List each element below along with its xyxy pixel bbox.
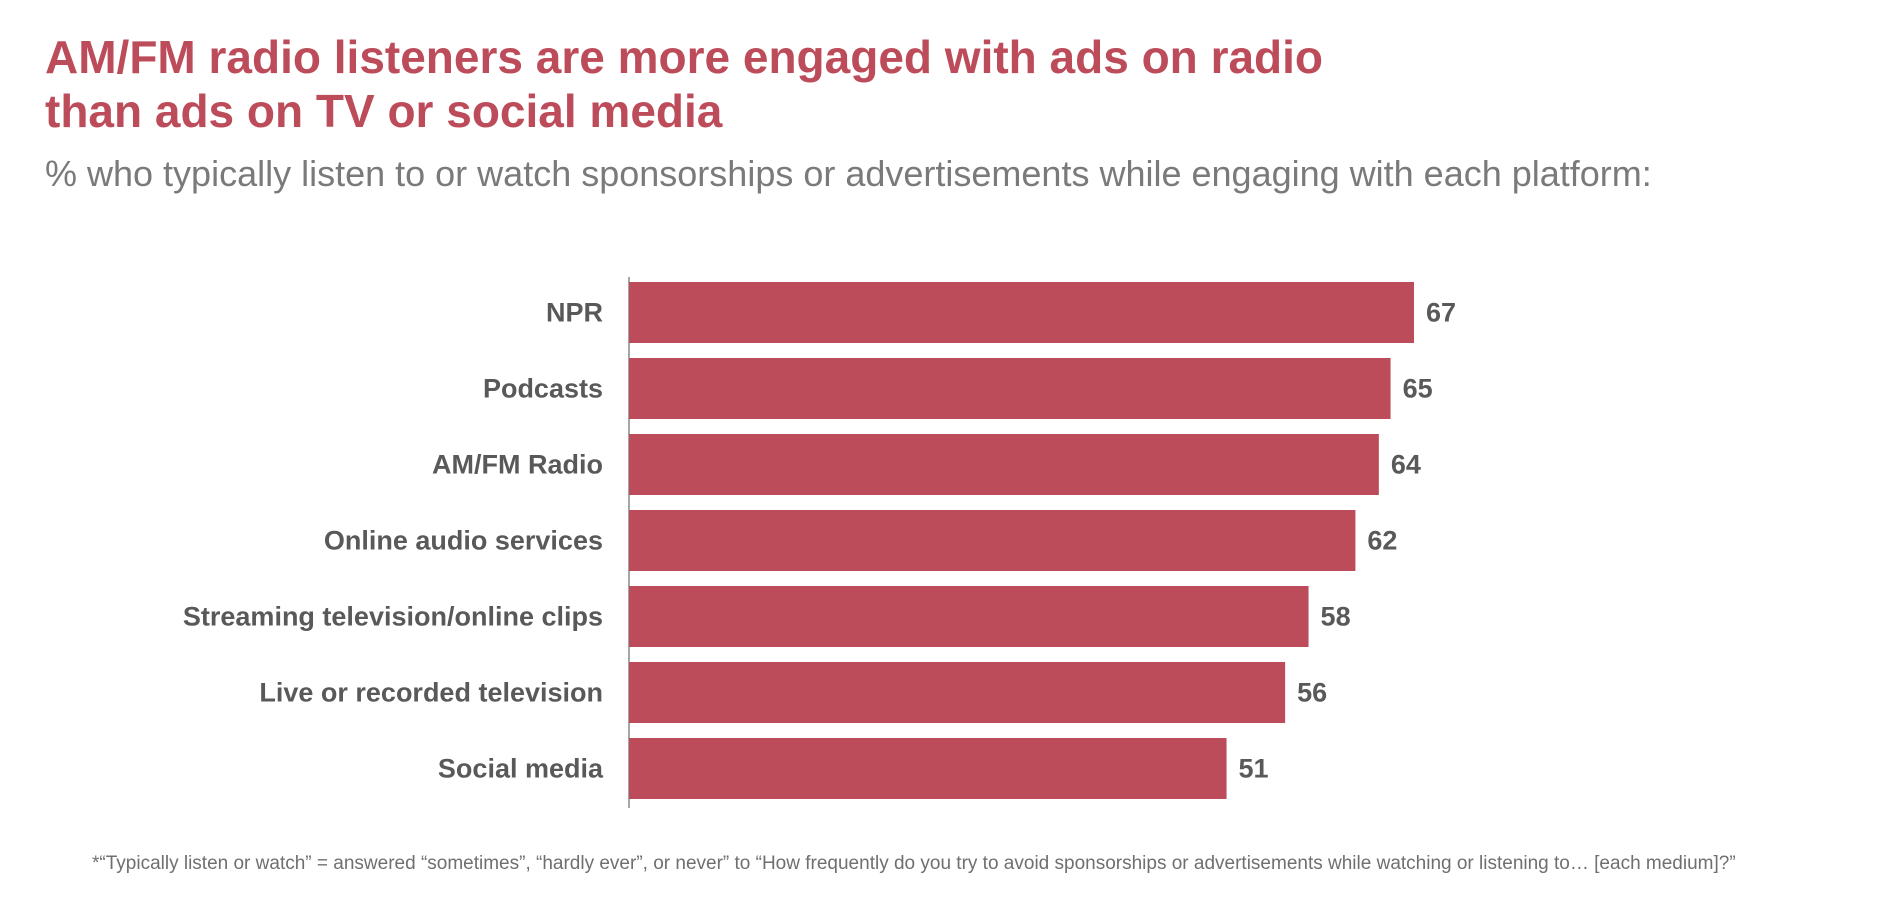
category-label: Streaming television/online clips: [183, 602, 603, 632]
data-label: 64: [1391, 450, 1421, 480]
footnote: *“Typically listen or watch” = answered …: [92, 853, 1736, 874]
category-label: AM/FM Radio: [432, 450, 603, 480]
chart-subtitle: % who typically listen to or watch spons…: [45, 153, 1652, 194]
bar: [629, 282, 1414, 343]
data-label: 65: [1403, 374, 1433, 404]
bar: [629, 358, 1391, 419]
bar: [629, 510, 1356, 571]
bar: [629, 434, 1379, 495]
category-label: Social media: [438, 754, 604, 784]
bar: [629, 586, 1309, 647]
data-label: 67: [1426, 298, 1456, 328]
chart-title: AM/FM radio listeners are more engaged w…: [45, 30, 1545, 138]
bar-chart: NPR 67 Podcasts 65 AM/FM Radio 64 Online audio…: [183, 277, 1456, 808]
category-label: Online audio services: [324, 526, 603, 556]
data-label: 58: [1321, 602, 1351, 632]
data-label: 56: [1297, 678, 1327, 708]
category-label: NPR: [546, 298, 603, 328]
category-label: Podcasts: [483, 374, 603, 404]
bar: [629, 738, 1227, 799]
bar: [629, 662, 1286, 723]
chart-title-line-2: than ads on TV or social media: [45, 85, 723, 137]
category-label: Live or recorded television: [259, 678, 603, 708]
data-label: 51: [1239, 754, 1269, 784]
chart-title-line-1: AM/FM radio listeners are more engaged w…: [45, 31, 1324, 83]
data-label: 62: [1367, 526, 1397, 556]
